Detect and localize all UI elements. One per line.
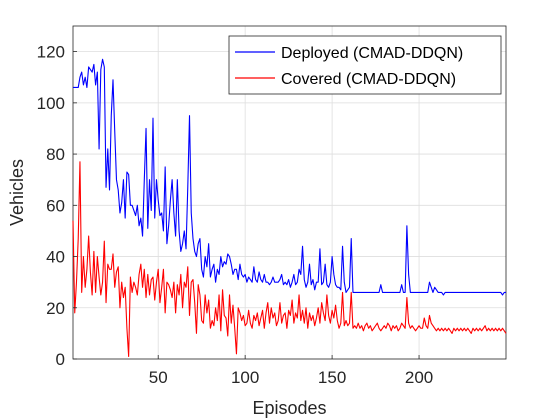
x-tick-label: 50 <box>149 368 168 387</box>
series-line-deployed <box>73 58 506 296</box>
series-layer <box>72 58 507 357</box>
x-tick-label: 150 <box>318 368 346 387</box>
legend: Deployed (CMAD-DDQN) Covered (CMAD-DDQN) <box>228 35 502 95</box>
y-axis-title: Vehicles <box>7 159 27 226</box>
y-tick-label: 80 <box>46 145 65 164</box>
legend-label-covered: Covered (CMAD-DDQN) <box>281 71 456 88</box>
x-tick-label: 200 <box>405 368 433 387</box>
plot-area-frame <box>72 25 507 360</box>
y-tick-label: 60 <box>46 196 65 215</box>
y-tick-label: 100 <box>37 94 65 113</box>
legend-box <box>228 35 502 95</box>
x-axis-title: Episodes <box>252 398 326 418</box>
y-axis-ticks: 0 20 40 60 80 100 120 <box>37 43 77 369</box>
x-tick-label: 100 <box>231 368 259 387</box>
y-tick-label: 20 <box>46 299 65 318</box>
y-tick-label: 0 <box>56 350 65 369</box>
x-axis-ticks: 50 100 150 200 <box>149 355 433 387</box>
y-tick-label: 120 <box>37 43 65 62</box>
series-line-covered <box>72 161 507 357</box>
y-tick-label: 40 <box>46 248 65 267</box>
legend-label-deployed: Deployed (CMAD-DDQN) <box>281 45 463 62</box>
